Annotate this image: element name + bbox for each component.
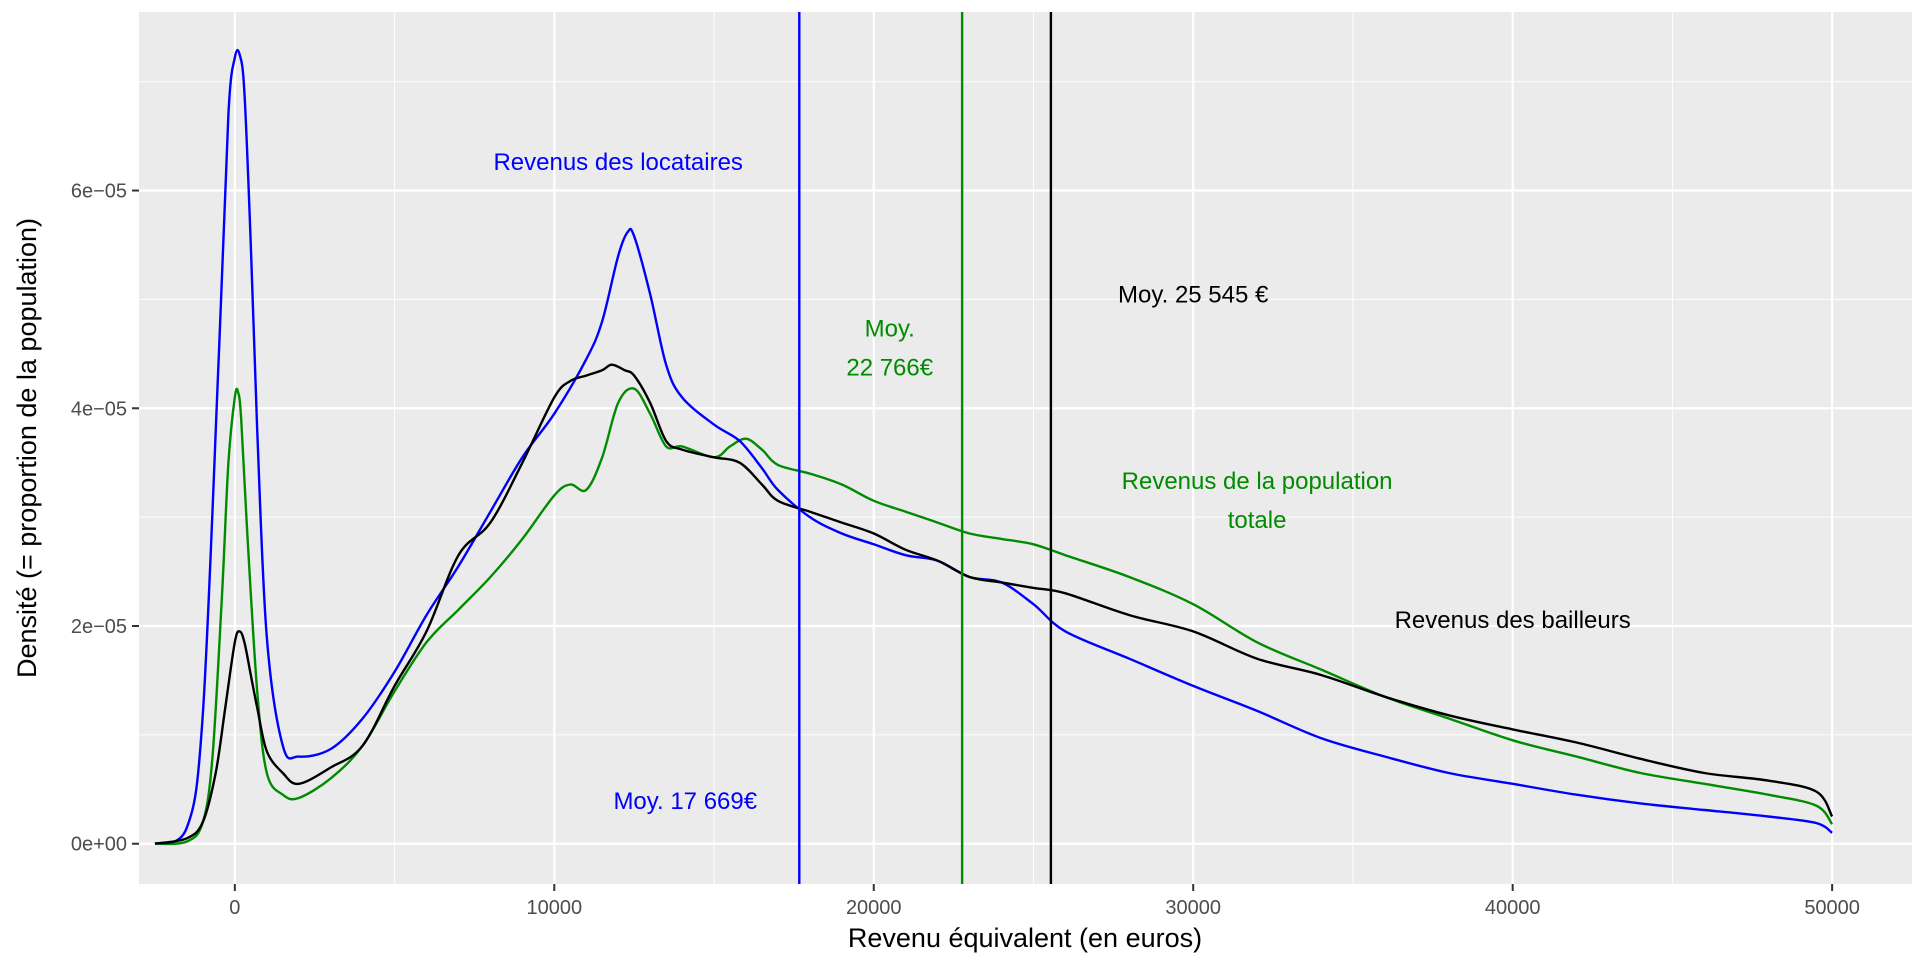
- y-axis-title: Densité (= proportion de la population): [12, 218, 42, 678]
- annot-bailleurs: Revenus des bailleurs: [1395, 607, 1631, 634]
- x-tick-label: 30000: [1165, 897, 1221, 919]
- x-tick-label: 40000: [1485, 897, 1541, 919]
- y-tick-label: 2e−05: [71, 616, 127, 638]
- x-tick-label: 50000: [1804, 897, 1860, 919]
- density-curves: [154, 48, 1834, 846]
- panel-background: [139, 12, 1912, 884]
- x-axis: 0 10000 20000 30000 40000 50000: [229, 884, 1860, 919]
- minor-gridlines: [139, 12, 1912, 884]
- x-tick-label: 0: [229, 897, 240, 919]
- x-axis-title: Revenu équivalent (en euros): [848, 923, 1202, 953]
- annot-moy-bailleurs: Moy. 25 545 €: [1118, 282, 1269, 309]
- x-tick-label: 20000: [846, 897, 902, 919]
- annot-moy-population: Moy. 22 766€: [846, 315, 933, 381]
- x-tick-label: 10000: [526, 897, 582, 919]
- annot-moy-population-line: 22 766€: [846, 354, 933, 381]
- green-density-line: [154, 387, 1834, 846]
- mean-lines: [798, 12, 1053, 884]
- y-tick-label: 6e−05: [71, 181, 127, 203]
- annot-bailleurs-line: Revenus des bailleurs: [1395, 607, 1631, 634]
- annot-moy-locataires: Moy. 17 669€: [613, 788, 757, 815]
- annot-moy-bailleurs-line: Moy. 25 545 €: [1118, 282, 1269, 309]
- annot-moy-locataires-line: Moy. 17 669€: [613, 788, 757, 815]
- annot-population-line: Revenus de la population: [1122, 468, 1393, 495]
- annot-locataires: Revenus des locataires: [493, 149, 742, 176]
- black-density-line: [154, 363, 1834, 845]
- annotations: Revenus des locataires Moy. 17 669€ Moy. 22…: [493, 149, 1630, 815]
- y-tick-label: 4e−05: [71, 398, 127, 420]
- annot-moy-population-line: Moy.: [865, 315, 915, 342]
- annot-population-line: totale: [1228, 507, 1287, 534]
- y-tick-label: 0e+00: [71, 834, 127, 856]
- annot-locataires-line: Revenus des locataires: [493, 149, 742, 176]
- blue-density-line: [154, 48, 1833, 845]
- major-gridlines: [139, 12, 1912, 884]
- annot-population: Revenus de la population totale: [1122, 468, 1393, 534]
- y-axis: 0e+00 2e−05 4e−05 6e−05: [71, 181, 139, 856]
